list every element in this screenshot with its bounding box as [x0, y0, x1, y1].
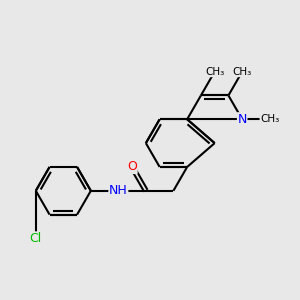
- Text: CH₃: CH₃: [205, 67, 224, 76]
- Text: CH₃: CH₃: [232, 67, 252, 76]
- Text: NH: NH: [109, 184, 128, 197]
- Text: CH₃: CH₃: [260, 114, 279, 124]
- Text: O: O: [127, 160, 137, 173]
- Text: Cl: Cl: [30, 232, 42, 245]
- Text: N: N: [238, 113, 247, 126]
